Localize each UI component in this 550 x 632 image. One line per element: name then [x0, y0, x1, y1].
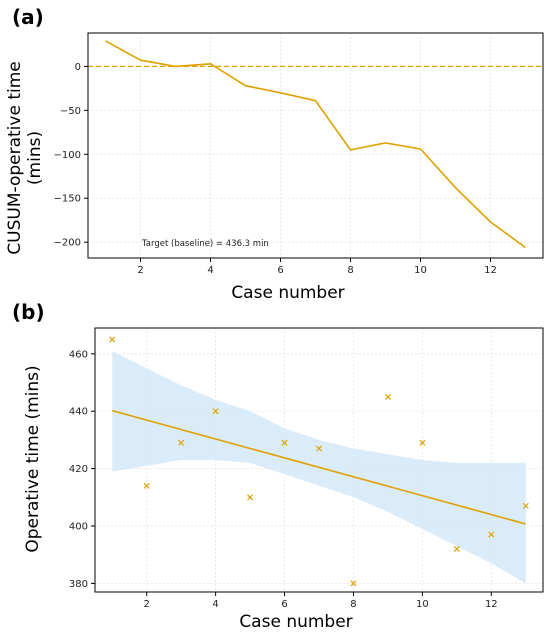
b-data-point	[488, 531, 495, 538]
panel-a-x-axis-title: Case number	[231, 283, 344, 303]
panel-b-y-axis-title: Operative time (mins)	[23, 365, 43, 552]
a-series-line	[105, 40, 526, 249]
a-y-tick-label: −200	[54, 238, 81, 249]
panel-b-ticks: 2 4 6 8 10 12 380 400 420 440 460	[69, 349, 498, 610]
panel-a-series	[105, 40, 526, 249]
panel-b-regression	[112, 409, 526, 525]
panel-a-frame	[87, 32, 544, 259]
a-x-tick-label: 4	[207, 265, 213, 276]
b-data-point	[350, 580, 357, 587]
b-data-point	[178, 439, 185, 446]
a-y-tick-label: −50	[60, 106, 81, 117]
panel-a-y-axis-title-line2: (mins)	[25, 131, 45, 185]
b-data-point	[522, 502, 529, 509]
a-y-tick-label: −100	[54, 150, 81, 161]
a-x-tick-label: 8	[347, 265, 353, 276]
b-x-tick-label: 2	[144, 599, 150, 610]
b-data-point	[247, 494, 254, 501]
panel-b-frame	[94, 327, 544, 593]
b-y-tick-label: 380	[69, 579, 88, 590]
b-x-tick-label: 6	[281, 599, 287, 610]
a-y-tick-label: −150	[54, 194, 81, 205]
b-y-tick-label: 440	[69, 407, 88, 418]
panel-b-points	[109, 336, 529, 587]
panel-a-ticks: 2 4 6 8 10 12 0 −50 −100 −150 −200	[54, 62, 497, 276]
b-data-point	[384, 393, 391, 400]
b-data-point	[419, 439, 426, 446]
b-data-point	[143, 482, 150, 489]
a-x-tick-label: 2	[137, 265, 143, 276]
b-data-point	[212, 408, 219, 415]
b-y-tick-label: 460	[69, 349, 88, 360]
a-y-tick-label: 0	[75, 62, 81, 73]
b-data-point	[453, 545, 460, 552]
a-x-tick-label: 12	[484, 265, 497, 276]
b-y-tick-label: 400	[69, 522, 88, 533]
b-x-tick-label: 8	[350, 599, 356, 610]
b-x-tick-label: 12	[485, 599, 498, 610]
panel-b-label: (b)	[12, 300, 45, 324]
panel-a-gridlines	[88, 33, 543, 258]
b-x-tick-label: 4	[212, 599, 218, 610]
b-data-point	[281, 439, 288, 446]
b-y-tick-label: 420	[69, 464, 88, 475]
b-data-point	[315, 445, 323, 452]
b-x-tick-label: 10	[416, 599, 429, 610]
b-regression-line	[112, 409, 526, 525]
panel-a: (a) 2 4 6 8 10 12 0 −50 −100 −150 −200 Target (bas…	[5, 5, 544, 303]
panel-b-x-axis-title: Case number	[239, 612, 352, 632]
b-data-point	[109, 336, 116, 343]
panel-a-label: (a)	[12, 5, 44, 29]
panel-a-y-axis-title-line1: CUSUM-operative time	[5, 61, 25, 254]
a-x-tick-label: 10	[414, 265, 427, 276]
a-x-tick-label: 6	[277, 265, 283, 276]
panel-a-annotation: Target (baseline) = 436.3 min	[141, 239, 269, 249]
